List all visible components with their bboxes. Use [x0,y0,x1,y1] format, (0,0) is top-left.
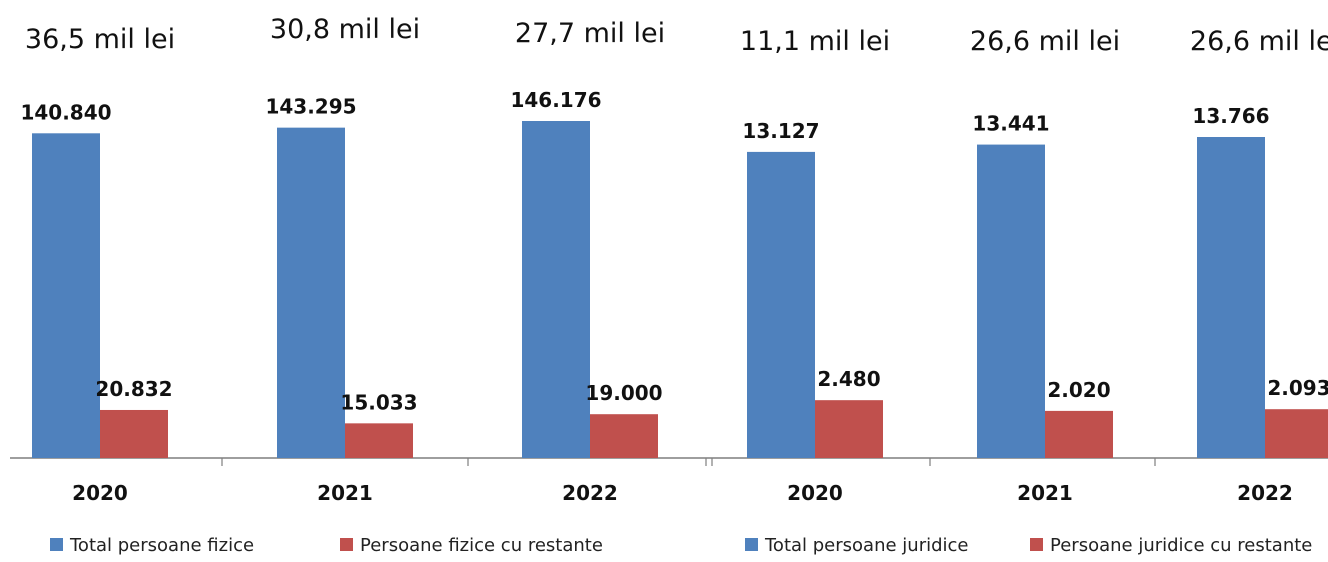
bar-total-fizice [277,127,345,459]
data-label: 2.020 [1047,378,1110,402]
bar-total-juridice [747,151,815,459]
x-tick-label: 2022 [1237,481,1293,505]
data-label: 143.295 [265,95,356,119]
x-tick-label: 2021 [1017,481,1073,505]
legend-label: Persoane juridice cu restante [1050,535,1312,556]
amount-annotation: 36,5 mil lei [25,24,175,55]
data-label: 15.033 [340,390,417,414]
amount-annotation: 26,6 mil lei [1190,26,1328,57]
data-label: 146.176 [510,88,601,112]
data-label: 2.480 [817,367,880,391]
legend-swatch [50,538,63,551]
x-tick-label: 2021 [317,481,373,505]
legend-swatch [745,538,758,551]
data-label: 19.000 [585,381,662,405]
bar-restante-fizice [590,414,658,458]
bar-restante-fizice [345,423,413,458]
data-label: 13.127 [742,119,819,143]
bar-total-juridice [977,144,1045,458]
legend-label: Persoane fizice cu restante [360,535,603,556]
legend-swatch [1030,538,1043,551]
data-label: 13.766 [1192,104,1269,128]
bar-total-juridice [1197,137,1265,458]
legend-label: Total persoane juridice [764,535,969,556]
x-tick-label: 2020 [787,481,843,505]
amount-annotation: 27,7 mil lei [515,18,665,49]
data-label: 13.441 [972,112,1049,136]
bar-restante-juridice [1265,409,1328,458]
data-label: 20.832 [95,377,172,401]
x-tick-label: 2020 [72,481,128,505]
data-label: 140.840 [20,100,111,124]
bar-restante-fizice [100,409,168,458]
x-tick-label: 2022 [562,481,618,505]
bar-restante-juridice [815,400,883,458]
data-label: 2.093 [1267,376,1328,400]
legend-swatch [340,538,353,551]
bar-total-fizice [522,121,590,458]
legend-label: Total persoane fizice [69,535,254,556]
amount-annotation: 11,1 mil lei [740,26,890,57]
amount-annotation: 30,8 mil lei [270,14,420,45]
bar-restante-juridice [1045,410,1113,458]
bar-total-fizice [32,133,100,459]
amount-annotation: 26,6 mil lei [970,26,1120,57]
